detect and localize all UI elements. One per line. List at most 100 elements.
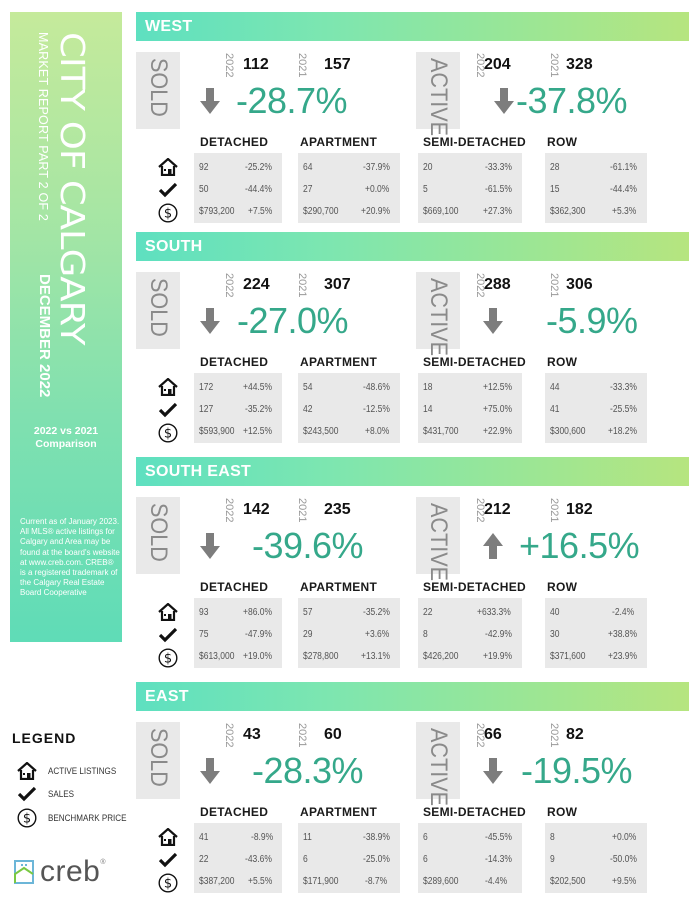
metric-change: +7.5% bbox=[248, 205, 273, 217]
metric-change: -38.9% bbox=[363, 831, 391, 843]
active-listings-row: 28 -61.1% bbox=[550, 156, 642, 178]
year-2022-label: 2022 bbox=[474, 723, 486, 748]
category-table-detached: 93 +86.0% 75 -47.9% $613,000 +19.0% bbox=[194, 598, 282, 668]
metric-value: 41 bbox=[199, 831, 209, 843]
metric-icons: $ bbox=[154, 825, 182, 894]
active-label: ACTIVE bbox=[425, 728, 452, 807]
sales-row: 6 -25.0% bbox=[303, 848, 395, 870]
benchmark-price-row: $202,500 +9.5% bbox=[550, 870, 642, 892]
metric-change: +20.9% bbox=[360, 205, 390, 217]
metric-change: +86.0% bbox=[242, 606, 272, 618]
region-section-west: WEST SOLD 2022 112 2021 157 -28.7% ACTIVE 2022 20… bbox=[136, 12, 689, 237]
metric-value: $289,600 bbox=[423, 875, 459, 887]
metric-change: -45.5% bbox=[485, 831, 512, 843]
metric-change: -44.4% bbox=[610, 183, 638, 195]
year-2021-label: 2021 bbox=[548, 498, 560, 523]
sales-row: 50 -44.4% bbox=[199, 178, 277, 200]
year-2021-label: 2021 bbox=[296, 723, 308, 748]
category-title: APARTMENT bbox=[300, 805, 378, 819]
active-change-percent: -19.5% bbox=[521, 750, 633, 791]
sales-row: 41 -25.5% bbox=[550, 398, 642, 420]
comparison-word: Comparison bbox=[35, 438, 97, 450]
region-section-south: SOUTH SOLD 2022 224 2021 307 -27.0% ACTIVE 2022 2… bbox=[136, 232, 689, 457]
category-table-apartment: 11 -38.9% 6 -25.0% $171,900 -8.7% bbox=[298, 823, 400, 893]
metric-value: 6 bbox=[423, 831, 428, 843]
metric-change: -61.5% bbox=[485, 183, 512, 195]
report-date: DECEMBER 2022 bbox=[36, 274, 53, 398]
metric-change: -47.9% bbox=[245, 628, 273, 640]
sold-label: SOLD bbox=[145, 278, 172, 337]
metric-change: -25.2% bbox=[245, 161, 273, 173]
category-title: ROW bbox=[547, 805, 578, 819]
arrow-down-icon bbox=[494, 88, 514, 119]
metric-value: $290,700 bbox=[303, 205, 339, 217]
house-icon bbox=[154, 600, 182, 623]
metric-change: -35.2% bbox=[363, 606, 391, 618]
sold-tag: SOLD bbox=[136, 52, 180, 129]
dollar-circle-icon: $ bbox=[16, 808, 38, 828]
category-table-row: 8 +0.0% 9 -50.0% $202,500 +9.5% bbox=[545, 823, 647, 893]
metric-change: +38.8% bbox=[607, 628, 637, 640]
region-header: SOUTH EAST bbox=[136, 457, 689, 486]
category-title: SEMI-DETACHED bbox=[423, 580, 527, 594]
disclaimer-text: Current as of January 2023. All MLS® act… bbox=[20, 517, 120, 598]
sales-row: 29 +3.6% bbox=[303, 623, 395, 645]
benchmark-price-row: $362,300 +5.3% bbox=[550, 200, 642, 222]
metric-value: $362,300 bbox=[550, 205, 586, 217]
category-title: APARTMENT bbox=[300, 355, 378, 369]
category-title: SEMI-DETACHED bbox=[423, 135, 527, 149]
active-listings-row: 18 +12.5% bbox=[423, 376, 517, 398]
category-table-detached: 92 -25.2% 50 -44.4% $793,200 +7.5% bbox=[194, 153, 282, 223]
active-listings-row: 92 -25.2% bbox=[199, 156, 277, 178]
metric-icons: $ bbox=[154, 155, 182, 224]
metric-value: 14 bbox=[423, 403, 433, 415]
active-listings-row: 54 -48.6% bbox=[303, 376, 395, 398]
house-icon bbox=[16, 762, 38, 780]
metric-change: -12.5% bbox=[363, 403, 391, 415]
metric-value: 5 bbox=[423, 183, 428, 195]
metric-change: -2.4% bbox=[612, 606, 635, 618]
svg-text:$: $ bbox=[164, 426, 172, 441]
svg-text:$: $ bbox=[164, 651, 172, 666]
metric-change: +13.1% bbox=[360, 650, 390, 662]
metric-change: +44.5% bbox=[242, 381, 272, 393]
report-subtitle: MARKET REPORT PART 2 OF 2 bbox=[36, 32, 50, 222]
sold-2022-count: 43 bbox=[243, 726, 261, 743]
benchmark-price-row: $290,700 +20.9% bbox=[303, 200, 395, 222]
legend-label: SALES bbox=[48, 788, 75, 800]
region-section-east: EAST SOLD 2022 43 2021 60 -28.3% ACTIVE 2022 66 20… bbox=[136, 682, 689, 907]
category-title: SEMI-DETACHED bbox=[423, 805, 527, 819]
category-table-apartment: 64 -37.9% 27 +0.0% $290,700 +20.9% bbox=[298, 153, 400, 223]
benchmark-price-row: $669,100 +27.3% bbox=[423, 200, 517, 222]
active-2022-count: 66 bbox=[484, 726, 502, 743]
sold-label: SOLD bbox=[145, 503, 172, 562]
metric-value: 30 bbox=[550, 628, 560, 640]
metric-change: +27.3% bbox=[482, 205, 512, 217]
svg-text:$: $ bbox=[164, 206, 172, 221]
active-listings-row: 40 -2.4% bbox=[550, 601, 642, 623]
metric-value: $171,900 bbox=[303, 875, 339, 887]
region-name: SOUTH bbox=[145, 238, 203, 255]
active-tag: ACTIVE bbox=[416, 272, 460, 356]
sales-row: 75 -47.9% bbox=[199, 623, 277, 645]
checkmark-icon bbox=[154, 398, 182, 421]
sales-row: 5 -61.5% bbox=[423, 178, 517, 200]
metric-value: 64 bbox=[303, 161, 313, 173]
region-name: WEST bbox=[145, 18, 193, 35]
category-title: APARTMENT bbox=[300, 135, 378, 149]
dollar-circle-icon: $ bbox=[154, 201, 182, 224]
sold-tag: SOLD bbox=[136, 497, 180, 574]
metric-value: 20 bbox=[423, 161, 433, 173]
metric-change: +12.5% bbox=[242, 425, 272, 437]
legend-item-benchmark-price: $ BENCHMARK PRICE bbox=[16, 808, 140, 828]
active-2021-count: 182 bbox=[566, 501, 593, 518]
arrow-down-icon bbox=[483, 308, 503, 339]
category-title: DETACHED bbox=[200, 355, 269, 369]
year-2021-label: 2021 bbox=[548, 53, 560, 78]
year-2022-label: 2022 bbox=[474, 498, 486, 523]
dollar-circle-icon: $ bbox=[154, 646, 182, 669]
metric-change: +3.6% bbox=[365, 628, 390, 640]
active-tag: ACTIVE bbox=[416, 497, 460, 581]
metric-change: +23.9% bbox=[607, 650, 637, 662]
metric-value: 9 bbox=[550, 853, 555, 865]
